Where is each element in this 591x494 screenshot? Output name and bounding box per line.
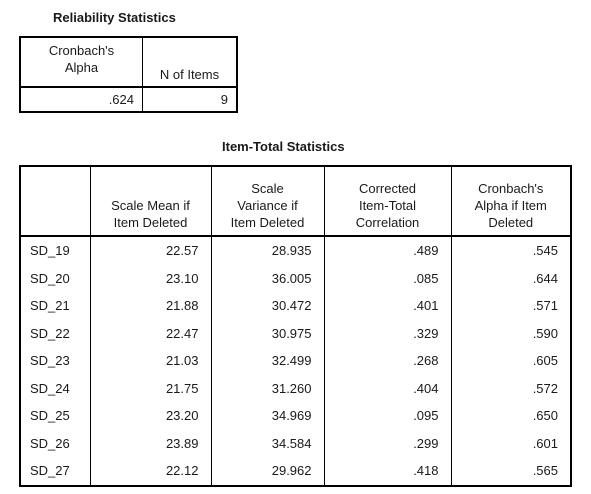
- item-label: SD_22: [19, 319, 91, 347]
- row-label-header: [19, 166, 91, 237]
- scale-mean-header-line: [91, 180, 211, 197]
- alpha-header-line2: Alpha: [64, 60, 99, 75]
- item-total-header-row: Scale Mean if Item Deleted Scale Variance i…: [19, 166, 572, 237]
- table-row: SD_26 23.89 34.584.299.601: [19, 429, 572, 457]
- corrected-correlation-cell: .489: [323, 236, 452, 265]
- table-row: SD_19 22.57 28.935.489.545: [19, 236, 572, 265]
- corrected-correlation-header-line: Corrected: [358, 181, 417, 196]
- scale-mean-cell: 23.10: [89, 264, 212, 292]
- scale-variance-cell: 30.975: [210, 319, 325, 347]
- scale-mean-cell: 22.57: [89, 236, 212, 265]
- scale-mean-cell: 21.88: [89, 292, 212, 320]
- scale-mean-cell: 23.20: [89, 402, 212, 430]
- scale-variance-header: Scale Variance if Item Deleted: [210, 166, 325, 237]
- scale-variance-cell: 28.935: [210, 236, 325, 265]
- table-row: SD_27 22.12 29.962.418.565: [19, 457, 572, 486]
- corrected-correlation-cell: .268: [323, 347, 452, 375]
- item-label: SD_20: [19, 264, 91, 292]
- item-total-title: Item-Total Statistics: [222, 139, 345, 154]
- item-label: SD_19: [19, 236, 91, 265]
- table-row: SD_23 21.03 32.499.268.605: [19, 347, 572, 375]
- item-label: SD_24: [19, 374, 91, 402]
- scale-mean-cell: 22.47: [89, 319, 212, 347]
- scale-variance-cell: 29.962: [210, 457, 325, 486]
- row-label-header-line: [21, 180, 90, 197]
- corrected-correlation-cell: .299: [323, 429, 452, 457]
- n-items-value: 9: [142, 86, 238, 113]
- corrected-correlation-header-line: Item-Total: [358, 198, 417, 213]
- alpha-if-deleted-header-line: Deleted: [488, 215, 534, 230]
- corrected-correlation-cell: .404: [323, 374, 452, 402]
- alpha-header-line1: Cronbach's: [48, 43, 115, 58]
- row-label-header-line: [21, 214, 90, 231]
- scale-variance-cell: 34.584: [210, 429, 325, 457]
- corrected-correlation-cell: .418: [323, 457, 452, 486]
- alpha-if-deleted-cell: .590: [450, 319, 572, 347]
- scale-variance-header-line: Item Deleted: [230, 215, 305, 230]
- item-label: SD_25: [19, 402, 91, 430]
- scale-variance-cell: 34.969: [210, 402, 325, 430]
- item-label: SD_26: [19, 429, 91, 457]
- scale-mean-header-line: Item Deleted: [113, 215, 188, 230]
- alpha-header: Cronbach's Alpha: [19, 36, 143, 88]
- scale-variance-cell: 30.472: [210, 292, 325, 320]
- row-label-header-line: [21, 197, 90, 214]
- reliability-data-row: .624 9: [19, 86, 238, 113]
- scale-mean-cell: 21.75: [89, 374, 212, 402]
- item-total-table: Scale Mean if Item Deleted Scale Variance i…: [19, 165, 572, 487]
- scale-mean-cell: 21.03: [89, 347, 212, 375]
- scale-variance-cell: 31.260: [210, 374, 325, 402]
- reliability-header-row: Cronbach's Alpha N of Items: [19, 36, 238, 88]
- item-label: SD_23: [19, 347, 91, 375]
- scale-variance-header-line: Variance if: [237, 198, 298, 213]
- table-row: SD_22 22.47 30.975.329.590: [19, 319, 572, 347]
- scale-mean-header: Scale Mean if Item Deleted: [89, 166, 212, 237]
- alpha-if-deleted-cell: .650: [450, 402, 572, 430]
- item-label: SD_21: [19, 292, 91, 320]
- reliability-title: Reliability Statistics: [53, 10, 176, 25]
- alpha-value: .624: [19, 86, 143, 113]
- alpha-if-deleted-cell: .572: [450, 374, 572, 402]
- reliability-table: Cronbach's Alpha N of Items .624 9: [19, 36, 238, 113]
- alpha-if-deleted-header-line: Alpha if Item: [474, 198, 547, 213]
- corrected-correlation-header: Corrected Item-Total Correlation: [323, 166, 452, 237]
- alpha-if-deleted-header-line: Cronbach's: [478, 181, 544, 196]
- alpha-if-deleted-cell: .545: [450, 236, 572, 265]
- alpha-if-deleted-cell: .644: [450, 264, 572, 292]
- scale-variance-header-line: Scale: [251, 181, 284, 196]
- scale-mean-cell: 23.89: [89, 429, 212, 457]
- table-row: SD_21 21.88 30.472.401.571: [19, 292, 572, 320]
- item-label: SD_27: [19, 457, 91, 486]
- n-items-header: N of Items: [142, 36, 238, 88]
- alpha-if-deleted-cell: .605: [450, 347, 572, 375]
- table-row: SD_24 21.75 31.260.404.572: [19, 374, 572, 402]
- scale-mean-cell: 22.12: [89, 457, 212, 486]
- item-total-body: SD_19 22.57 28.935.489.545 SD_20 23.10 36.005…: [19, 236, 572, 486]
- alpha-if-deleted-header: Cronbach's Alpha if Item Deleted: [450, 166, 572, 237]
- table-row: SD_25 23.20 34.969.095.650: [19, 402, 572, 430]
- corrected-correlation-header-line: Correlation: [355, 215, 420, 230]
- scale-variance-cell: 32.499: [210, 347, 325, 375]
- alpha-if-deleted-cell: .565: [450, 457, 572, 486]
- table-row: SD_20 23.10 36.005.085.644: [19, 264, 572, 292]
- corrected-correlation-cell: .095: [323, 402, 452, 430]
- corrected-correlation-cell: .329: [323, 319, 452, 347]
- alpha-if-deleted-cell: .571: [450, 292, 572, 320]
- scale-mean-header-line: Scale Mean if: [111, 198, 190, 213]
- corrected-correlation-cell: .085: [323, 264, 452, 292]
- scale-variance-cell: 36.005: [210, 264, 325, 292]
- alpha-if-deleted-cell: .601: [450, 429, 572, 457]
- corrected-correlation-cell: .401: [323, 292, 452, 320]
